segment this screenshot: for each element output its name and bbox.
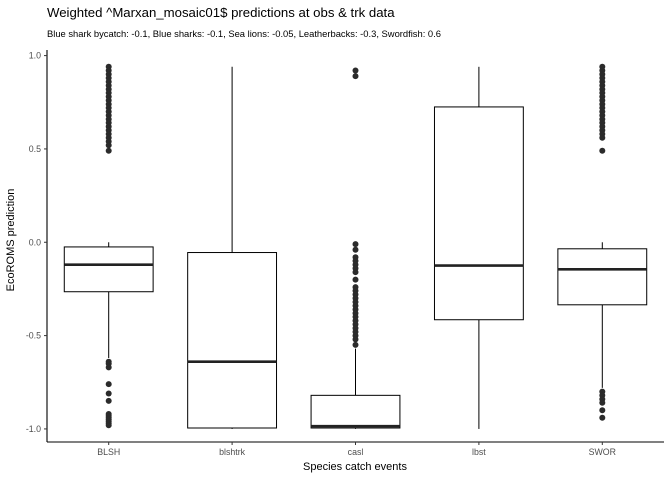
box-iqr: [433, 106, 524, 321]
box-iqr: [557, 248, 648, 306]
x-tick-label: blshtrk: [219, 447, 246, 457]
box-iqr: [187, 252, 278, 429]
outlier-point: [105, 364, 112, 371]
y-tick-label: 1.0: [29, 51, 41, 61]
axes: -1.0 -0.5 0.0 0.5 1.0 BLSH blshtrk casl lbst SWOR: [26, 50, 664, 457]
outlier-point: [599, 414, 606, 421]
box-blshtrk: [187, 66, 278, 429]
outlier-point: [105, 142, 112, 149]
x-tick-label: SWOR: [589, 447, 616, 457]
y-axis-title: EcoROMS prediction: [5, 189, 17, 292]
outlier-point: [352, 246, 359, 253]
box-iqr: [63, 246, 154, 293]
box-swor: [557, 63, 648, 421]
outlier-point: [599, 134, 606, 141]
x-axis-title: Species catch events: [303, 461, 407, 473]
chart-subtitle: Blue shark bycatch: -0.1, Blue sharks: -…: [47, 28, 441, 39]
box-blsh: [63, 63, 154, 429]
outlier-point: [352, 67, 359, 74]
outlier-point: [352, 341, 359, 348]
x-tick-label: lbst: [472, 447, 486, 457]
y-tick-label: -0.5: [26, 331, 41, 341]
outlier-point: [352, 73, 359, 80]
outlier-point: [352, 276, 359, 283]
outlier-point: [352, 269, 359, 276]
chart-title: Weighted ^Marxan_mosaic01$ predictions a…: [47, 5, 395, 20]
outlier-point: [105, 381, 112, 388]
x-tick-label: casl: [348, 447, 364, 457]
outlier-point: [105, 397, 112, 404]
outlier-point: [105, 422, 112, 429]
y-tick-label: 0.0: [29, 237, 41, 247]
outlier-point: [599, 399, 606, 406]
y-tick-label: -1.0: [26, 424, 41, 434]
outlier-point: [105, 390, 112, 397]
y-tick-label: 0.5: [29, 144, 41, 154]
box-casl: [310, 67, 401, 429]
outlier-point: [105, 147, 112, 154]
x-tick-label: BLSH: [97, 447, 120, 457]
outlier-point: [599, 407, 606, 414]
outlier-point: [352, 336, 359, 343]
box-iqr: [310, 394, 401, 429]
outlier-point: [352, 241, 359, 248]
box-lbst: [433, 66, 524, 429]
boxplot-series: [63, 63, 648, 429]
outlier-point: [599, 147, 606, 154]
